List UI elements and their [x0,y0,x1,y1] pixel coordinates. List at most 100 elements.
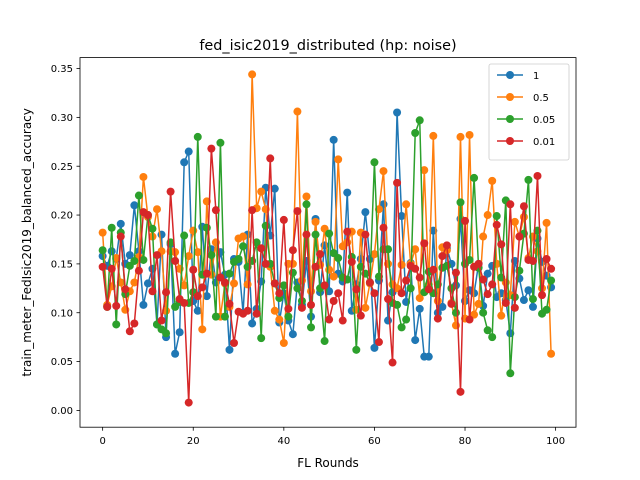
data-point [429,131,438,140]
data-point [107,223,116,232]
plot-area [98,70,556,407]
y-axis-label: train_meter_FedIsic2019_balanced_accurac… [20,108,34,377]
data-point [397,212,406,221]
data-point [483,290,492,299]
data-point [211,206,220,215]
data-point [180,158,189,167]
data-point [302,200,311,209]
data-point [279,339,288,347]
data-point [442,241,451,250]
data-point [193,132,202,141]
data-point [234,255,243,263]
data-point [533,171,542,180]
data-point [175,328,184,337]
data-point [479,275,488,284]
data-point [433,314,442,323]
data-point [329,297,338,305]
data-point [461,216,470,225]
data-point [438,302,447,311]
data-point [456,198,465,207]
data-point [415,116,424,125]
data-point [415,273,424,282]
data-point [352,285,361,294]
data-point [162,288,171,297]
y-tick-label: 0.10 [51,308,73,319]
data-point [501,298,510,307]
axes-frame [79,57,577,428]
data-point [506,369,515,378]
data-point [420,166,429,175]
data-point [320,337,329,346]
data-point [492,220,501,229]
data-point [361,208,370,217]
data-point [424,285,433,294]
data-point [325,265,334,274]
data-point [479,308,488,317]
data-point [370,343,379,352]
data-point [288,259,297,268]
data-point [361,303,370,312]
data-point [125,251,134,260]
data-point [406,284,415,293]
data-point [171,349,180,358]
data-point [184,398,193,407]
data-point [374,338,383,347]
data-point [429,265,438,274]
data-point [447,299,456,308]
data-point [239,232,248,241]
legend-swatch-marker [506,137,514,145]
data-point [451,308,460,317]
data-point [402,276,411,285]
data-point [288,246,297,255]
data-point [547,349,556,358]
data-point [402,200,411,209]
y-tick-label: 0.35 [51,64,73,75]
y-tick-label: 0.05 [51,357,73,368]
data-point [121,285,130,294]
data-point [542,218,551,227]
data-point [329,272,338,281]
data-point [275,289,284,298]
data-point [411,264,420,273]
data-point [184,147,193,156]
data-point [252,309,261,318]
data-point [492,212,501,221]
data-point [134,266,143,275]
data-point [307,323,316,332]
data-point [193,248,202,257]
data-point [393,300,402,309]
data-point [438,252,447,261]
data-point [379,223,388,232]
data-point [225,299,234,308]
data-point [184,252,193,261]
data-point [220,278,229,287]
data-point [393,108,402,117]
data-point [302,230,311,239]
data-point [397,289,406,298]
data-point [279,281,288,290]
data-point [334,254,343,263]
data-point [411,245,420,254]
x-tick-label: 100 [546,436,565,447]
data-point [148,287,157,296]
legend-label: 0.01 [533,137,555,148]
data-point [515,232,524,241]
data-point [388,358,397,367]
data-point [275,315,284,324]
data-point [225,345,234,354]
data-point [302,192,311,201]
data-point [361,230,370,239]
data-point [257,334,266,343]
data-point [180,231,189,240]
data-point [107,247,116,256]
data-point [519,202,528,211]
data-point [139,172,148,181]
data-point [510,217,519,226]
legend-swatch-marker [506,71,514,79]
data-point [189,265,198,274]
x-axis: 0 20 40 60 80 100 [99,427,565,447]
legend-label: 1 [533,71,539,82]
data-point [207,251,216,260]
data-point [334,289,343,298]
data-point [510,303,519,312]
